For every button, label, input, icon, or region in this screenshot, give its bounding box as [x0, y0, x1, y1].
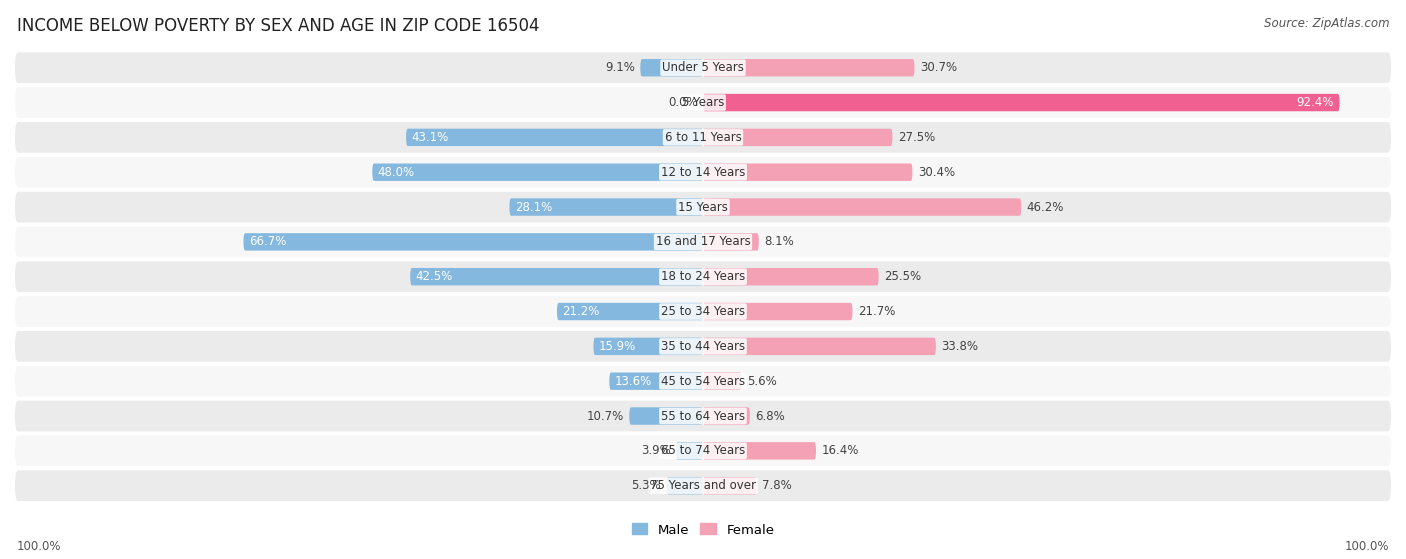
- Text: 16.4%: 16.4%: [821, 444, 859, 457]
- Text: 21.7%: 21.7%: [858, 305, 896, 318]
- FancyBboxPatch shape: [557, 303, 703, 320]
- Text: 7.8%: 7.8%: [762, 479, 792, 492]
- Text: 8.1%: 8.1%: [765, 235, 794, 248]
- Text: 43.1%: 43.1%: [412, 131, 449, 144]
- Text: 5 Years: 5 Years: [682, 96, 724, 109]
- Text: 100.0%: 100.0%: [17, 541, 62, 553]
- FancyBboxPatch shape: [703, 198, 1021, 216]
- Text: 13.6%: 13.6%: [614, 375, 652, 388]
- Text: Under 5 Years: Under 5 Years: [662, 61, 744, 74]
- FancyBboxPatch shape: [703, 408, 749, 425]
- Text: 100.0%: 100.0%: [1344, 541, 1389, 553]
- FancyBboxPatch shape: [676, 442, 703, 459]
- FancyBboxPatch shape: [640, 59, 703, 77]
- Text: 46.2%: 46.2%: [1026, 201, 1064, 214]
- Text: 28.1%: 28.1%: [515, 201, 553, 214]
- FancyBboxPatch shape: [15, 435, 1391, 466]
- Text: 30.7%: 30.7%: [920, 61, 957, 74]
- Text: 65 to 74 Years: 65 to 74 Years: [661, 444, 745, 457]
- Text: 18 to 24 Years: 18 to 24 Years: [661, 270, 745, 283]
- Text: 12 to 14 Years: 12 to 14 Years: [661, 165, 745, 179]
- Text: 75 Years and over: 75 Years and over: [650, 479, 756, 492]
- Text: INCOME BELOW POVERTY BY SEX AND AGE IN ZIP CODE 16504: INCOME BELOW POVERTY BY SEX AND AGE IN Z…: [17, 17, 540, 35]
- FancyBboxPatch shape: [15, 157, 1391, 187]
- Text: 25 to 34 Years: 25 to 34 Years: [661, 305, 745, 318]
- FancyBboxPatch shape: [15, 122, 1391, 153]
- Text: 45 to 54 Years: 45 to 54 Years: [661, 375, 745, 388]
- FancyBboxPatch shape: [703, 129, 893, 146]
- Text: 25.5%: 25.5%: [884, 270, 921, 283]
- Text: 9.1%: 9.1%: [605, 61, 634, 74]
- Text: 15 Years: 15 Years: [678, 201, 728, 214]
- FancyBboxPatch shape: [411, 268, 703, 286]
- FancyBboxPatch shape: [243, 233, 703, 250]
- FancyBboxPatch shape: [703, 233, 759, 250]
- FancyBboxPatch shape: [609, 372, 703, 390]
- FancyBboxPatch shape: [15, 192, 1391, 222]
- Text: 15.9%: 15.9%: [599, 340, 637, 353]
- FancyBboxPatch shape: [703, 477, 756, 494]
- FancyBboxPatch shape: [15, 87, 1391, 118]
- FancyBboxPatch shape: [15, 226, 1391, 257]
- FancyBboxPatch shape: [15, 401, 1391, 432]
- FancyBboxPatch shape: [15, 331, 1391, 362]
- Text: 16 and 17 Years: 16 and 17 Years: [655, 235, 751, 248]
- Text: 0.0%: 0.0%: [668, 96, 697, 109]
- Text: 6.8%: 6.8%: [755, 410, 785, 423]
- FancyBboxPatch shape: [593, 338, 703, 355]
- FancyBboxPatch shape: [15, 296, 1391, 327]
- FancyBboxPatch shape: [630, 408, 703, 425]
- FancyBboxPatch shape: [703, 442, 815, 459]
- FancyBboxPatch shape: [15, 366, 1391, 396]
- Legend: Male, Female: Male, Female: [626, 518, 780, 542]
- FancyBboxPatch shape: [703, 303, 852, 320]
- Text: 42.5%: 42.5%: [416, 270, 453, 283]
- FancyBboxPatch shape: [15, 470, 1391, 501]
- FancyBboxPatch shape: [15, 53, 1391, 83]
- Text: 5.6%: 5.6%: [747, 375, 778, 388]
- FancyBboxPatch shape: [15, 262, 1391, 292]
- FancyBboxPatch shape: [373, 163, 703, 181]
- FancyBboxPatch shape: [509, 198, 703, 216]
- FancyBboxPatch shape: [703, 59, 914, 77]
- FancyBboxPatch shape: [406, 129, 703, 146]
- Text: 33.8%: 33.8%: [942, 340, 979, 353]
- Text: 5.3%: 5.3%: [631, 479, 661, 492]
- FancyBboxPatch shape: [703, 372, 741, 390]
- Text: 55 to 64 Years: 55 to 64 Years: [661, 410, 745, 423]
- FancyBboxPatch shape: [703, 94, 1340, 111]
- Text: 6 to 11 Years: 6 to 11 Years: [665, 131, 741, 144]
- Text: 10.7%: 10.7%: [586, 410, 624, 423]
- Text: 48.0%: 48.0%: [378, 165, 415, 179]
- Text: 66.7%: 66.7%: [249, 235, 287, 248]
- Text: 92.4%: 92.4%: [1296, 96, 1334, 109]
- FancyBboxPatch shape: [703, 268, 879, 286]
- Text: 30.4%: 30.4%: [918, 165, 955, 179]
- Text: 3.9%: 3.9%: [641, 444, 671, 457]
- Text: 35 to 44 Years: 35 to 44 Years: [661, 340, 745, 353]
- Text: Source: ZipAtlas.com: Source: ZipAtlas.com: [1264, 17, 1389, 30]
- FancyBboxPatch shape: [666, 477, 703, 494]
- Text: 21.2%: 21.2%: [562, 305, 600, 318]
- Text: 27.5%: 27.5%: [898, 131, 935, 144]
- FancyBboxPatch shape: [703, 163, 912, 181]
- FancyBboxPatch shape: [703, 338, 936, 355]
